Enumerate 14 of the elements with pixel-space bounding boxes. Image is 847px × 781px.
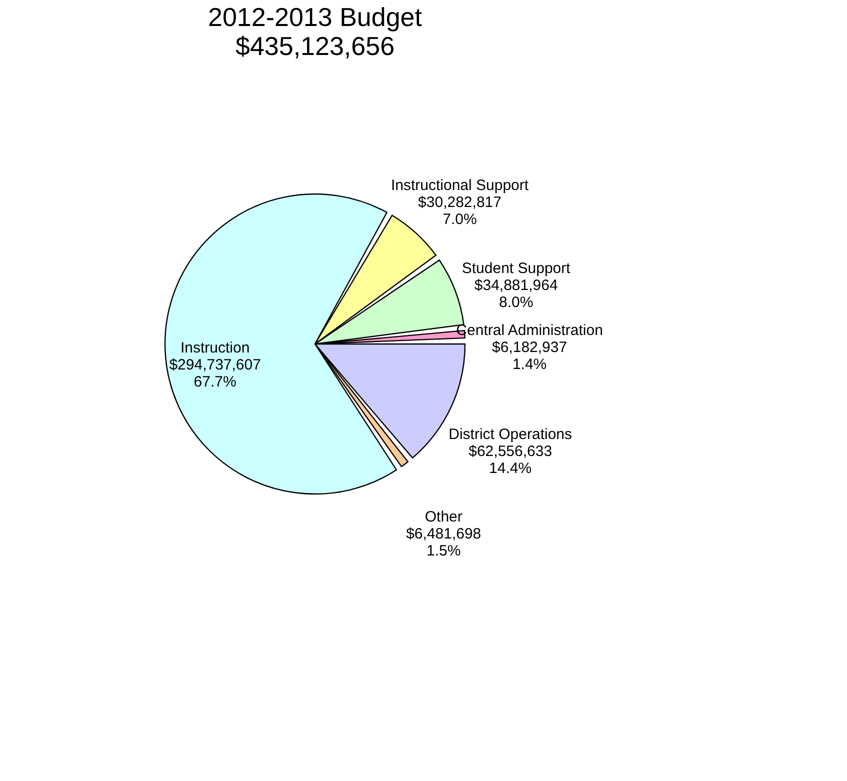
slice-label: District Operations bbox=[448, 426, 572, 443]
slice-label: Central Administration bbox=[456, 322, 603, 339]
data-label: $30,282,817 7.0% bbox=[418, 194, 502, 228]
data-label: $6,481,698 1.5% bbox=[406, 525, 482, 560]
slice-label: Instructional Support bbox=[390, 177, 530, 194]
slice-label: Student Support bbox=[462, 260, 572, 277]
chart-title: 2012-2013 Budget bbox=[208, 2, 423, 32]
data-label: $294,737,607 67.7% bbox=[169, 356, 261, 391]
data-label: $6,182,937 1.4% bbox=[492, 338, 568, 373]
chart-subtitle: $435,123,656 bbox=[235, 31, 395, 61]
slice-label: Other bbox=[424, 508, 462, 526]
data-label: $34,881,964 8.0% bbox=[474, 276, 558, 311]
data-label: $62,556,633 14.4% bbox=[468, 442, 552, 477]
slice-label: Instruction bbox=[180, 340, 250, 357]
